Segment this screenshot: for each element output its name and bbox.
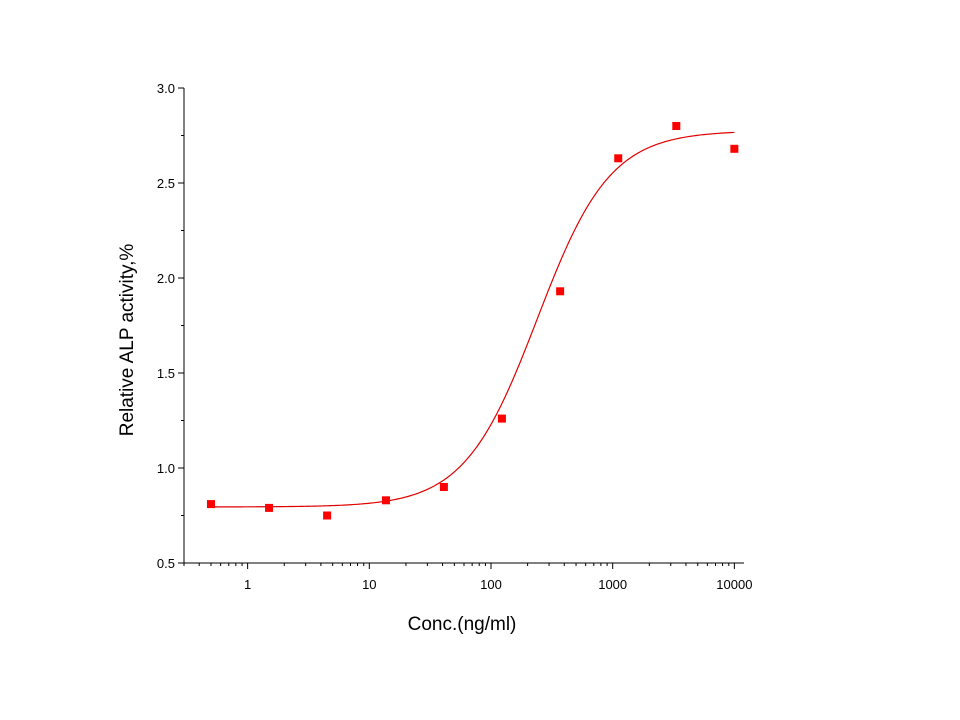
y-tick-label: 2.0 (157, 271, 175, 286)
data-point (381, 496, 390, 505)
data-point (265, 503, 274, 512)
data-points (206, 122, 739, 520)
x-tick-label: 1 (244, 577, 251, 592)
axes: 0.5 1.0 1.5 2.0 2.5 3.0 1 10 100 1000 10000 (157, 81, 753, 592)
data-point (439, 483, 448, 491)
y-axis-title: Relative ALP activity,% (117, 244, 138, 437)
data-point (206, 500, 215, 509)
x-tick-label: 10 (362, 577, 376, 592)
data-point (497, 414, 506, 423)
fit-curve-group (211, 131, 735, 508)
y-tick-label: 3.0 (157, 81, 175, 96)
fit-curve (211, 131, 735, 508)
y-tick-label: 1.0 (157, 461, 175, 476)
x-axis-title: Conc.(ng/ml) (408, 614, 517, 635)
y-tick-label: 2.5 (157, 176, 175, 191)
x-tick-label: 10000 (716, 577, 752, 592)
data-point (730, 144, 739, 153)
y-tick-label: 0.5 (157, 556, 175, 571)
y-tick-label: 1.5 (157, 366, 175, 381)
data-point (672, 122, 681, 130)
data-point (323, 511, 332, 520)
data-point (614, 154, 623, 163)
x-tick-label: 100 (480, 577, 502, 592)
data-point (556, 287, 565, 296)
x-tick-label: 1000 (598, 577, 627, 592)
